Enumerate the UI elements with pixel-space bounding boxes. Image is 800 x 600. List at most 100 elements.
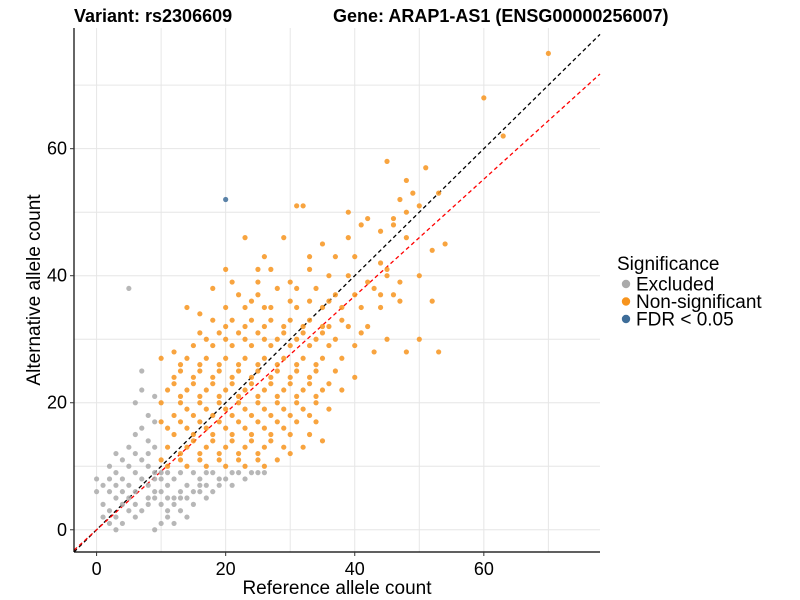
point-excluded xyxy=(139,425,145,431)
point-non-significant xyxy=(203,336,209,342)
point-excluded xyxy=(145,495,151,501)
point-excluded xyxy=(100,482,106,488)
point-excluded xyxy=(158,520,164,527)
point-non-significant xyxy=(268,374,274,380)
point-non-significant xyxy=(164,425,171,431)
point-excluded xyxy=(171,501,177,507)
point-non-significant xyxy=(300,406,306,412)
point-non-significant xyxy=(255,393,261,399)
point-non-significant xyxy=(229,438,235,444)
point-non-significant xyxy=(197,457,203,463)
point-excluded xyxy=(132,514,138,520)
x-tick-label: 20 xyxy=(216,559,236,579)
point-non-significant xyxy=(242,323,248,330)
point-non-significant xyxy=(294,304,300,311)
point-non-significant xyxy=(242,336,248,342)
point-non-significant xyxy=(235,450,242,457)
point-non-significant xyxy=(210,438,216,444)
point-non-significant xyxy=(203,425,209,431)
point-non-significant xyxy=(190,438,196,444)
point-non-significant xyxy=(210,342,216,349)
point-non-significant xyxy=(190,374,196,380)
point-non-significant xyxy=(171,431,177,438)
point-non-significant xyxy=(300,330,306,336)
point-non-significant xyxy=(171,374,177,380)
point-excluded xyxy=(106,489,113,495)
point-non-significant xyxy=(319,387,326,393)
point-non-significant xyxy=(248,317,255,323)
point-excluded xyxy=(177,470,184,476)
point-non-significant xyxy=(216,362,222,368)
point-non-significant xyxy=(190,431,196,438)
point-non-significant xyxy=(294,368,300,374)
point-non-significant xyxy=(326,323,332,330)
point-non-significant xyxy=(197,419,203,425)
point-excluded xyxy=(184,514,190,520)
point-non-significant xyxy=(332,292,338,298)
point-non-significant xyxy=(377,228,384,234)
point-non-significant xyxy=(287,381,293,387)
point-non-significant xyxy=(358,304,364,311)
point-non-significant xyxy=(203,444,209,450)
point-non-significant xyxy=(365,279,371,285)
point-non-significant xyxy=(197,368,203,374)
point-non-significant xyxy=(352,374,358,380)
point-non-significant xyxy=(384,336,390,342)
point-non-significant xyxy=(184,355,190,361)
point-non-significant xyxy=(313,393,319,399)
point-excluded xyxy=(152,393,158,399)
point-non-significant xyxy=(332,368,338,374)
point-excluded xyxy=(145,438,151,444)
point-non-significant xyxy=(436,190,442,196)
point-non-significant xyxy=(261,254,267,260)
point-non-significant xyxy=(371,349,377,355)
point-non-significant xyxy=(248,342,255,349)
point-non-significant xyxy=(377,260,384,266)
point-excluded xyxy=(248,470,255,476)
point-non-significant xyxy=(403,177,409,184)
point-excluded xyxy=(216,482,222,488)
point-excluded xyxy=(106,476,113,482)
point-non-significant xyxy=(158,400,164,406)
point-non-significant xyxy=(281,425,287,431)
point-non-significant xyxy=(281,330,287,336)
point-excluded xyxy=(106,520,113,527)
point-excluded xyxy=(119,489,126,495)
point-non-significant xyxy=(210,412,216,419)
point-non-significant xyxy=(352,254,358,260)
point-non-significant xyxy=(416,273,422,279)
axes xyxy=(73,28,600,553)
point-non-significant xyxy=(177,393,184,399)
point-non-significant xyxy=(203,463,209,469)
point-non-significant xyxy=(229,317,235,323)
point-excluded xyxy=(190,501,196,507)
point-non-significant xyxy=(294,336,300,342)
point-non-significant xyxy=(184,425,190,431)
point-non-significant xyxy=(294,285,300,292)
point-non-significant xyxy=(158,419,164,425)
point-non-significant xyxy=(300,444,306,450)
point-non-significant xyxy=(197,311,203,317)
point-excluded xyxy=(203,495,209,501)
y-tick-label: 20 xyxy=(47,393,67,413)
point-non-significant xyxy=(436,349,442,355)
point-non-significant xyxy=(235,368,242,374)
point-non-significant xyxy=(365,323,371,330)
point-non-significant xyxy=(177,450,184,457)
point-excluded xyxy=(93,489,100,495)
point-non-significant xyxy=(235,292,242,298)
point-non-significant xyxy=(339,387,345,393)
point-non-significant xyxy=(306,431,313,438)
point-excluded xyxy=(184,495,190,501)
point-non-significant xyxy=(319,323,326,330)
point-non-significant xyxy=(281,355,287,361)
point-excluded xyxy=(126,444,132,450)
point-non-significant xyxy=(397,196,403,203)
point-non-significant xyxy=(319,304,326,311)
point-non-significant xyxy=(403,235,409,241)
point-excluded xyxy=(229,470,235,476)
point-excluded xyxy=(126,495,132,501)
point-excluded xyxy=(152,476,158,482)
point-excluded xyxy=(152,444,158,450)
